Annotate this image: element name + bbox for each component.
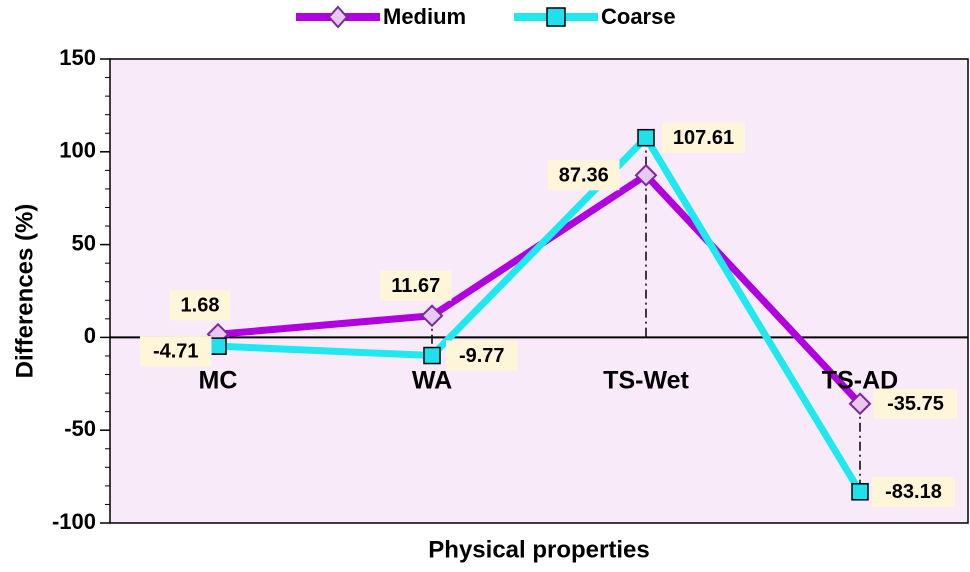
series-markers xyxy=(206,128,872,501)
data-label-coarse: -4.71 xyxy=(153,340,199,362)
data-label-box xyxy=(872,476,955,507)
legend-label-coarse: Coarse xyxy=(601,4,676,29)
data-label-coarse: -83.18 xyxy=(885,481,942,503)
data-label-coarse: -9.77 xyxy=(459,345,505,367)
marker-coarse xyxy=(209,337,227,355)
data-label-coarse: 107.61 xyxy=(673,127,734,149)
marker-coarse xyxy=(637,128,655,147)
data-label-medium: 11.67 xyxy=(391,275,440,297)
data-label-medium: 1.68 xyxy=(181,295,220,317)
plot-area xyxy=(109,58,969,524)
data-label-box xyxy=(874,388,957,419)
data-label-medium: -35.75 xyxy=(887,393,944,415)
y-major-ticks xyxy=(100,58,110,524)
marker-medium xyxy=(634,163,658,187)
series-lines xyxy=(217,134,863,494)
marker-coarse xyxy=(423,346,441,365)
y-tick-labels: 150 100 50 0 -50 -100 xyxy=(52,45,96,534)
data-label-box xyxy=(380,270,452,301)
category-labels: MC WA TS-Wet TS-AD xyxy=(199,367,899,395)
data-label-box xyxy=(446,340,518,371)
y-tick-label: -50 xyxy=(64,416,96,441)
y-tick-label: 0 xyxy=(84,323,96,348)
legend-marker-coarse xyxy=(546,7,566,27)
y-tick-label: 50 xyxy=(72,230,96,255)
legend-marker-medium xyxy=(327,5,349,29)
marker-medium xyxy=(420,304,444,328)
x-axis-title: Physical properties xyxy=(428,536,649,563)
category-label: WA xyxy=(412,367,452,395)
y-tick-label: -100 xyxy=(52,509,96,534)
category-label: MC xyxy=(199,367,238,395)
y-tick-label: 100 xyxy=(59,138,96,163)
legend: Medium Coarse xyxy=(296,4,676,29)
series-line-coarse xyxy=(217,134,863,494)
data-labels: 1.68 11.67 87.36 -35.75 -4.71 -9.77 107.61 -83.… xyxy=(140,122,957,507)
category-label: TS-Wet xyxy=(603,367,689,395)
marker-coarse xyxy=(851,483,869,501)
data-label-box xyxy=(662,122,745,153)
data-label-box xyxy=(140,336,212,367)
data-label-box xyxy=(548,160,620,191)
data-label-medium: 87.36 xyxy=(559,165,609,187)
y-axis-title: Differences (%) xyxy=(11,204,38,379)
y-minor-ticks xyxy=(105,77,110,505)
y-tick-label: 150 xyxy=(59,45,96,70)
data-label-box xyxy=(170,290,230,321)
legend-label-medium: Medium xyxy=(383,4,466,29)
marker-medium xyxy=(848,392,872,416)
